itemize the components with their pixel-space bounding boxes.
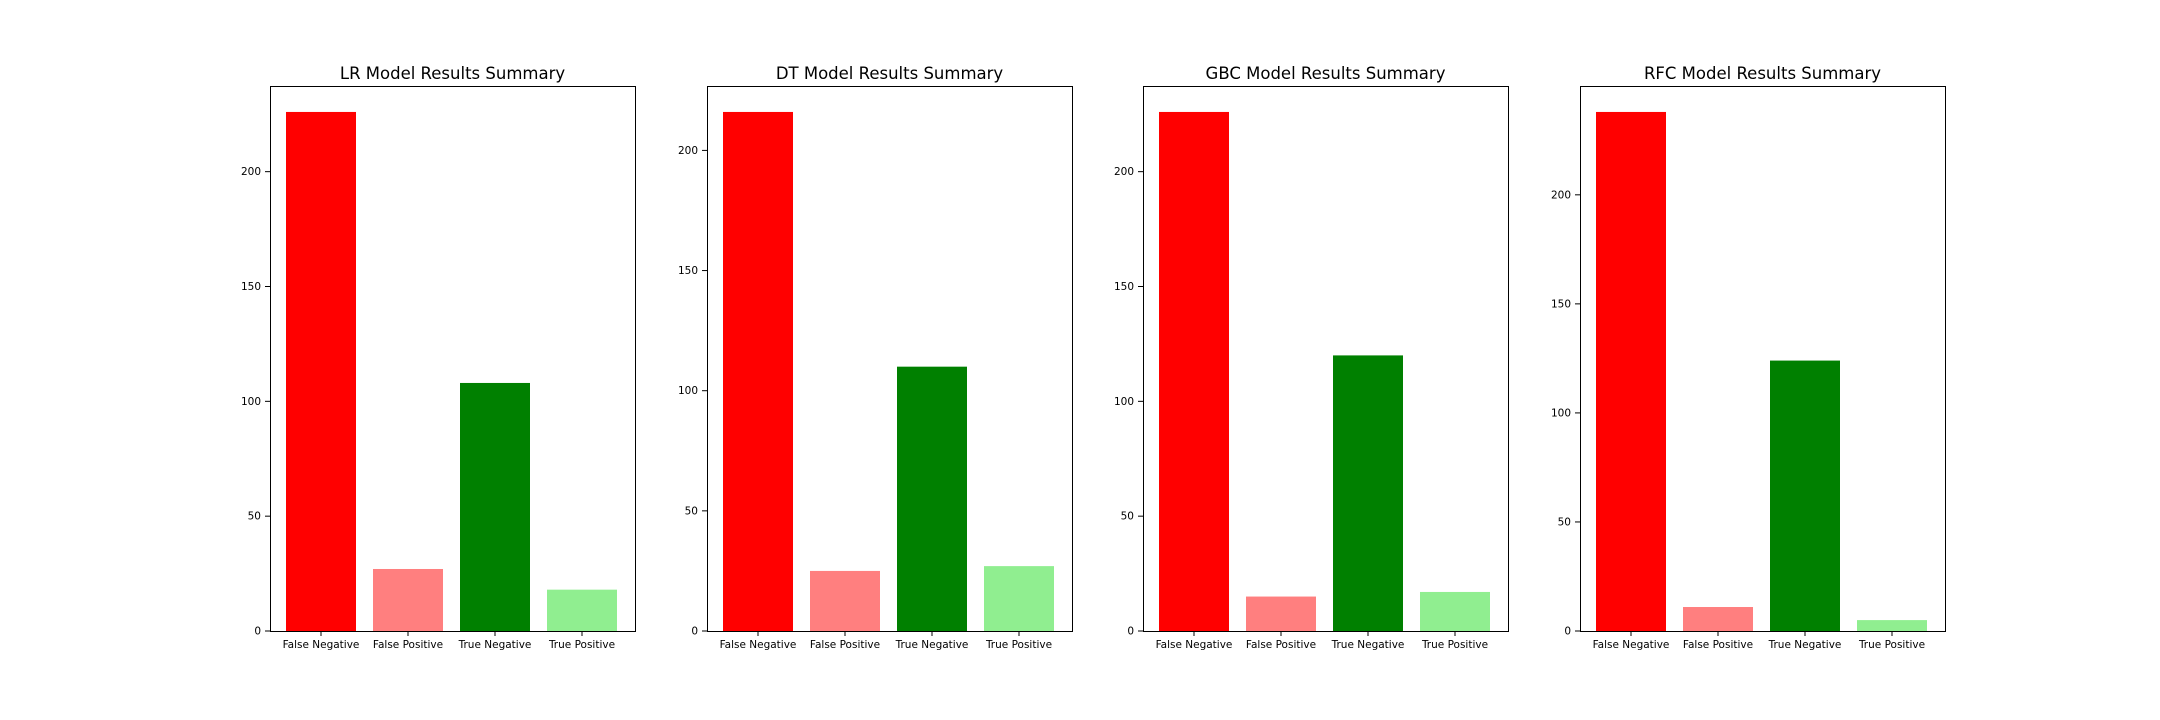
chart-panel-dt: 0 50 100 150 200 False Negative False Positive… [678,64,1073,651]
y-tick-label: 100 [241,396,261,408]
x-tick-label: False Negative [283,639,360,651]
bar-false-negative [1596,111,1666,631]
y-tick-label: 0 [691,626,698,638]
x-tick-label: True Positive [1421,639,1488,651]
y-tick-label: 200 [1114,166,1134,178]
y-tick-label: 200 [1551,189,1571,201]
axes-frame [707,86,1073,632]
bar-true-positive [984,566,1054,631]
y-tick-label: 100 [1551,407,1571,419]
x-tick-label: True Positive [548,639,615,651]
chart-title: GBC Model Results Summary [1206,64,1446,83]
x-tick-label: False Positive [810,639,880,651]
bar-false-negative [1159,111,1229,631]
bar-false-positive [810,570,880,631]
x-tick-label: False Positive [1683,639,1753,651]
y-tick-label: 50 [248,511,261,523]
axes-frame [1580,86,1946,632]
y-tick-label: 0 [254,626,261,638]
y-tick-label: 150 [1114,281,1134,293]
x-tick-label: False Positive [1246,639,1316,651]
y-tick-label: 150 [678,265,698,277]
chart-panel-rfc: 0 50 100 150 200 False Negative False Positive… [1551,64,1946,651]
x-tick-label: False Negative [1593,639,1670,651]
x-tick-label: False Negative [1156,639,1233,651]
chart-title: LR Model Results Summary [340,64,565,83]
y-tick-label: 150 [1551,298,1571,310]
bar-true-negative [1770,360,1840,631]
x-tick-label: True Negative [458,639,532,651]
y-tick-label: 150 [241,281,261,293]
x-tick-label: False Positive [373,639,443,651]
bar-true-positive [547,589,617,631]
x-tick-label: True Positive [1858,639,1925,651]
bar-false-negative [286,111,356,631]
y-tick-label: 0 [1564,626,1571,638]
y-tick-label: 100 [1114,396,1134,408]
y-tick-label: 100 [678,385,698,397]
x-tick-label: True Positive [985,639,1052,651]
bar-false-negative [723,111,793,631]
bar-false-positive [373,568,443,631]
chart-panel-lr: 0 50 100 150 200 False Negative False Positive… [241,64,636,651]
x-tick-label: False Negative [720,639,797,651]
y-tick-label: 200 [678,145,698,157]
axes-frame [270,86,636,632]
chart-title: RFC Model Results Summary [1644,64,1881,83]
bar-false-positive [1683,607,1753,631]
bar-true-negative [897,366,967,631]
y-tick-label: 50 [1558,516,1571,528]
y-tick-label: 200 [241,166,261,178]
x-tick-label: True Negative [1331,639,1405,651]
bar-true-positive [1420,591,1490,631]
x-tick-label: True Negative [895,639,969,651]
bar-true-negative [1333,355,1403,631]
bar-true-positive [1857,620,1927,631]
axes-frame [1143,86,1509,632]
bar-true-negative [460,382,530,631]
chart-panel-gbc: 0 50 100 150 200 False Negative False Positive… [1114,64,1509,651]
x-tick-label: True Negative [1768,639,1842,651]
chart-title: DT Model Results Summary [776,64,1004,83]
y-tick-label: 50 [1121,511,1134,523]
bar-false-positive [1246,596,1316,631]
y-tick-label: 50 [685,505,698,517]
y-tick-label: 0 [1127,626,1134,638]
